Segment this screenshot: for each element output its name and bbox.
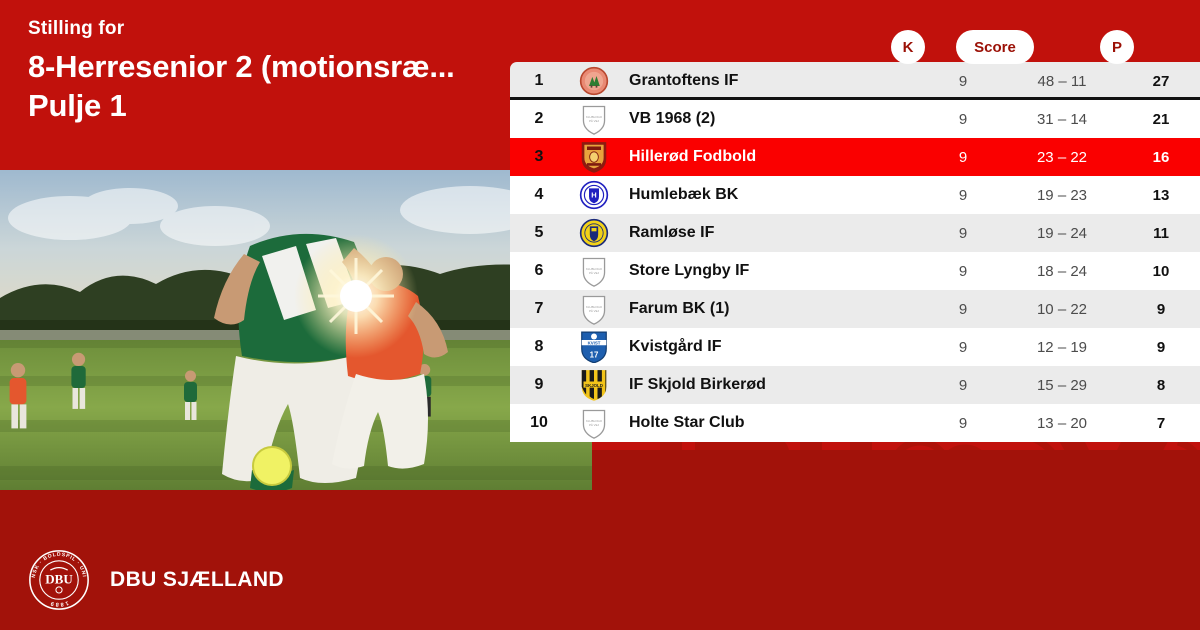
row-team-name: Farum BK (1) xyxy=(629,300,730,317)
row-team-name: Holte Star Club xyxy=(629,414,745,431)
svg-text:KVIST: KVIST xyxy=(588,340,601,345)
svg-text:KLUBLOGO: KLUBLOGO xyxy=(586,304,603,308)
row-team-name: Ramløse IF xyxy=(629,224,715,241)
svg-text:17: 17 xyxy=(590,351,599,360)
row-team-name: Grantoftens IF xyxy=(629,72,739,89)
row-team-name: Store Lyngby IF xyxy=(629,262,750,279)
placeholder-crest-icon: KLUBLOGO PÅ VEJ xyxy=(568,408,620,439)
row-score: 13 – 20 xyxy=(1036,414,1088,432)
row-matches: 9 xyxy=(958,72,968,90)
row-position: 3 xyxy=(534,148,544,165)
placeholder-crest-icon: KLUBLOGO PÅ VEJ xyxy=(568,104,620,135)
row-position: 8 xyxy=(534,338,544,355)
row-team-name: Kvistgård IF xyxy=(629,338,722,355)
header-block: Stilling for 8-Herresenior 2 (motionsræ.… xyxy=(28,18,548,126)
row-team-name: VB 1968 (2) xyxy=(629,110,716,127)
row-score: 19 – 24 xyxy=(1036,224,1088,242)
row-points: 16 xyxy=(1152,148,1170,166)
row-points: 11 xyxy=(1153,224,1169,242)
header-kicker: Stilling for xyxy=(28,18,125,39)
row-matches: 9 xyxy=(958,300,968,318)
table-row[interactable]: 6 KLUBLOGO PÅ VEJ Store Lyngby IF 9 18 – 2… xyxy=(510,252,1200,290)
row-points: 10 xyxy=(1152,262,1170,280)
hillerod-fodbold-crest-icon xyxy=(568,141,620,173)
svg-text:SKJOLD: SKJOLD xyxy=(585,383,603,388)
row-points: 9 xyxy=(1156,300,1166,318)
ramlose-if-crest-icon xyxy=(568,218,620,248)
row-points: 9 xyxy=(1156,338,1166,356)
row-matches: 9 xyxy=(958,414,968,432)
table-row[interactable]: 9 SKJOLD IF Skjold Birkerød 9 15 – 29 8 xyxy=(510,366,1200,404)
placeholder-crest-icon: KLUBLOGO PÅ VEJ xyxy=(568,294,620,325)
row-points: 7 xyxy=(1156,414,1166,432)
org-name: DBU SJÆLLAND xyxy=(110,568,284,591)
row-matches: 9 xyxy=(958,110,968,128)
row-score: 18 – 24 xyxy=(1036,262,1088,280)
row-matches: 9 xyxy=(958,262,968,280)
row-score: 15 – 29 xyxy=(1036,376,1088,394)
svg-text:PÅ VEJ: PÅ VEJ xyxy=(589,421,600,426)
row-matches: 9 xyxy=(958,148,968,166)
svg-text:1889: 1889 xyxy=(49,599,69,607)
dbu-circular-emblem-icon: DANSK · BOLDSPIL · UNION 1889 DBU xyxy=(26,545,90,611)
svg-text:PÅ VEJ: PÅ VEJ xyxy=(589,307,600,312)
row-score: 19 – 23 xyxy=(1036,186,1088,204)
table-row[interactable]: 8 KVIST 17 Kvistgård IF 9 12 – 19 9 xyxy=(510,328,1200,366)
placeholder-crest-icon: KLUBLOGO PÅ VEJ xyxy=(568,256,620,287)
table-row[interactable]: 1 Grantoftens IF 9 48 – 11 27 xyxy=(510,62,1200,100)
table-row[interactable]: 7 KLUBLOGO PÅ VEJ Farum BK (1) 9 10 – 22 9 xyxy=(510,290,1200,328)
table-row[interactable]: 10 KLUBLOGO PÅ VEJ Holte Star Club 9 13 – … xyxy=(510,404,1200,442)
svg-text:PÅ VEJ: PÅ VEJ xyxy=(589,269,600,274)
page-title: 8-Herresenior 2 (motionsræ... Pulje 1 xyxy=(28,48,455,124)
row-team-name: IF Skjold Birkerød xyxy=(629,376,766,393)
column-header-score: Score xyxy=(956,30,1034,64)
row-position: 7 xyxy=(534,300,544,317)
football-match-photo xyxy=(0,170,592,490)
row-score: 48 – 11 xyxy=(1037,72,1087,90)
row-position: 1 xyxy=(534,72,544,89)
svg-text:KLUBLOGO: KLUBLOGO xyxy=(586,418,603,422)
row-matches: 9 xyxy=(958,224,968,242)
table-row[interactable]: 4 H Humlebæk BK 9 19 – 23 13 xyxy=(510,176,1200,214)
grantoftens-if-crest-icon xyxy=(568,66,620,96)
table-row[interactable]: 5 Ramløse IF 9 19 – 24 11 xyxy=(510,214,1200,252)
row-position: 6 xyxy=(534,262,544,279)
row-score: 31 – 14 xyxy=(1036,110,1088,128)
table-row[interactable]: 2 KLUBLOGO PÅ VEJ VB 1968 (2) 9 31 – 14 21 xyxy=(510,100,1200,138)
row-team-name: Humlebæk BK xyxy=(629,186,739,203)
row-score: 12 – 19 xyxy=(1036,338,1088,356)
standings-table: 1 Grantoftens IF 9 48 – 11 27 2 KLUBLOGO PÅ … xyxy=(510,62,1200,442)
row-position: 9 xyxy=(534,376,544,393)
column-header-p: P xyxy=(1100,30,1134,64)
svg-text:KLUBLOGO: KLUBLOGO xyxy=(586,114,603,118)
row-position: 2 xyxy=(534,110,544,127)
row-score: 23 – 22 xyxy=(1036,148,1088,166)
svg-text:DBU: DBU xyxy=(45,572,73,587)
kvistgard-if-crest-icon: KVIST 17 xyxy=(568,331,620,363)
table-row[interactable]: 3 Hillerød Fodbold 9 23 – 22 16 xyxy=(510,138,1200,176)
column-header-k: K xyxy=(891,30,925,64)
row-points: 13 xyxy=(1152,186,1170,204)
svg-text:H: H xyxy=(591,191,596,200)
row-matches: 9 xyxy=(958,376,968,394)
row-points: 8 xyxy=(1156,376,1166,394)
svg-text:PÅ VEJ: PÅ VEJ xyxy=(589,117,600,122)
svg-text:KLUBLOGO: KLUBLOGO xyxy=(586,266,603,270)
row-position: 4 xyxy=(534,186,544,203)
row-matches: 9 xyxy=(958,186,968,204)
footer-branding: DANSK · BOLDSPIL · UNION 1889 DBU DBU SJ… xyxy=(26,545,284,612)
humlebaek-bk-crest-icon: H xyxy=(568,180,620,210)
row-matches: 9 xyxy=(958,338,968,356)
row-position: 5 xyxy=(534,224,544,241)
row-score: 10 – 22 xyxy=(1036,300,1088,318)
row-position: 10 xyxy=(530,414,548,431)
skjold-birkerod-crest-icon: SKJOLD xyxy=(568,369,620,401)
row-points: 21 xyxy=(1152,110,1170,128)
row-team-name: Hillerød Fodbold xyxy=(629,148,757,165)
row-points: 27 xyxy=(1152,72,1170,90)
